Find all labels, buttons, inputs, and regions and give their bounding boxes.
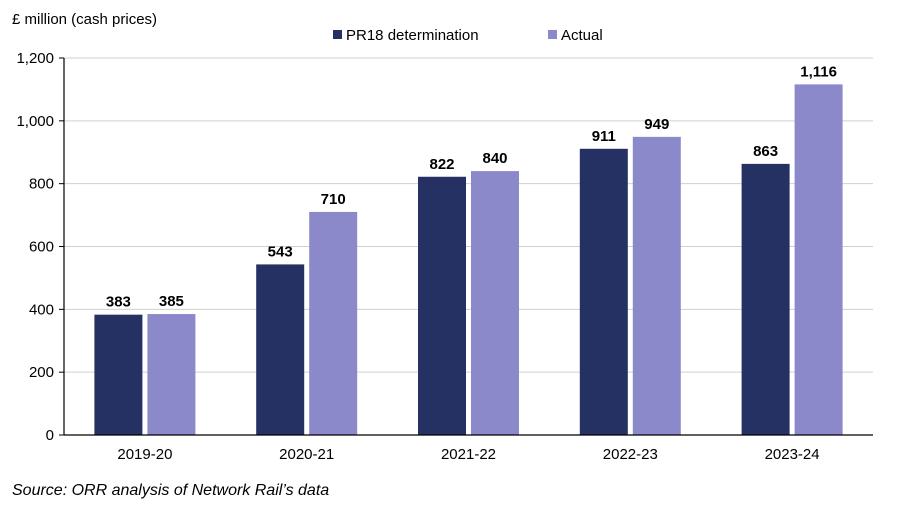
data-label: 385 <box>159 293 184 310</box>
data-label: 543 <box>268 243 293 260</box>
data-label: 822 <box>429 156 454 173</box>
x-tick-label: 2020-21 <box>279 446 334 463</box>
data-label: 383 <box>106 294 131 311</box>
y-axis-label: £ million (cash prices) <box>12 11 157 28</box>
y-tick-label: 200 <box>29 364 54 381</box>
y-tick-label: 400 <box>29 301 54 318</box>
bar-actual <box>632 136 681 435</box>
legend-swatch <box>548 30 557 39</box>
y-tick-label: 0 <box>46 427 54 444</box>
data-label: 949 <box>644 116 669 133</box>
source-note: Source: ORR analysis of Network Rail’s d… <box>12 482 330 499</box>
x-tick-label: 2023-24 <box>765 446 820 463</box>
bar-actual <box>309 211 358 435</box>
data-label: 710 <box>321 191 346 208</box>
x-tick-label: 2022-23 <box>603 446 658 463</box>
bar-pr18 <box>418 176 466 435</box>
data-label: 1,116 <box>800 63 837 80</box>
bar-actual <box>147 314 196 435</box>
bar-pr18 <box>741 163 790 436</box>
legend-swatch <box>333 30 342 39</box>
data-label: 863 <box>753 143 778 160</box>
bar-actual <box>471 171 519 435</box>
legend-label: PR18 determination <box>346 27 479 44</box>
x-tick-label: 2021-22 <box>441 446 496 463</box>
bar-pr18 <box>94 314 143 435</box>
bar-actual <box>794 84 843 435</box>
y-tick-label: 800 <box>29 176 54 193</box>
legend-label: Actual <box>561 27 603 44</box>
bar-pr18 <box>256 264 305 435</box>
data-label: 911 <box>592 128 616 145</box>
data-label: 840 <box>482 150 507 167</box>
y-tick-label: 600 <box>29 239 54 256</box>
y-tick-label: 1,000 <box>16 113 54 130</box>
bar-chart: £ million (cash prices) 0 200 400 600 800 1,0… <box>12 11 873 463</box>
y-tick-label: 1,200 <box>16 50 54 67</box>
x-tick-label: 2019-20 <box>117 446 172 463</box>
bar-pr18 <box>579 148 628 435</box>
